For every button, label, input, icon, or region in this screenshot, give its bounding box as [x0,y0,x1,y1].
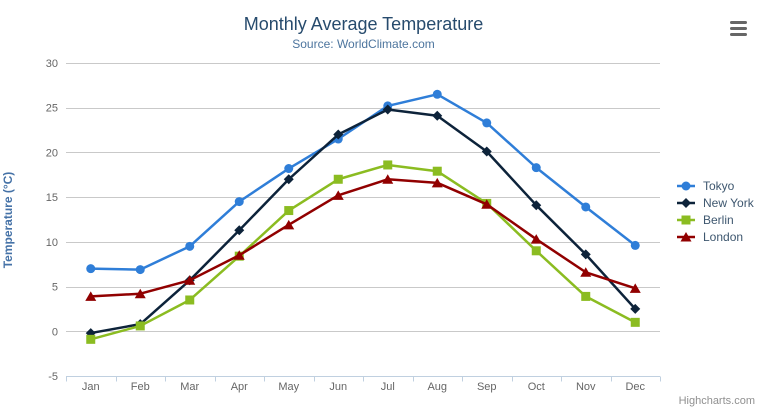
square-legend-marker-icon [677,215,695,224]
y-axis-label: 5 [52,282,58,294]
legend-label: Berlin [703,212,734,227]
data-point-new-york-jul[interactable] [382,104,393,115]
x-axis-label: Jun [329,381,347,393]
data-point-berlin-jan[interactable] [86,334,96,344]
data-point-berlin-dec[interactable] [630,317,640,327]
data-point-berlin-mar[interactable] [185,295,195,305]
y-axis-label: 30 [46,58,58,70]
series-line-berlin[interactable] [89,163,637,341]
data-point-london-jun[interactable] [332,190,344,200]
x-axis-label: Feb [131,381,150,393]
data-point-london-oct[interactable] [530,234,542,244]
data-point-berlin-nov[interactable] [581,291,591,301]
chart-title: Monthly Average Temperature [243,14,484,34]
legend-item-tokyo[interactable]: Tokyo [676,177,754,194]
data-point-london-feb[interactable] [134,288,146,299]
x-axis-label: May [278,381,299,393]
data-point-tokyo-sep[interactable] [482,118,492,128]
x-axis-label: Jul [381,381,395,393]
x-axis-label: Oct [528,381,545,393]
legend: Tokyo New York Berlin London [676,177,754,245]
highcharts-credit[interactable]: Highcharts.com [678,395,755,407]
series-line-london[interactable] [89,178,637,298]
series-london[interactable] [85,174,641,301]
context-menu-button[interactable] [730,18,754,38]
data-point-new-york-oct[interactable] [531,200,542,211]
data-point-tokyo-feb[interactable] [135,265,145,275]
data-point-london-jan[interactable] [85,291,97,301]
data-point-london-sep[interactable] [481,199,493,209]
hamburger-icon [730,20,747,24]
data-point-tokyo-apr[interactable] [234,197,244,207]
x-axis-label: Mar [180,381,199,393]
data-point-berlin-jun[interactable] [333,174,343,184]
data-point-london-may[interactable] [283,219,295,230]
circle-legend-marker-icon [677,181,695,190]
data-point-tokyo-oct[interactable] [531,163,541,173]
data-point-tokyo-may[interactable] [284,164,294,174]
chart-subtitle: Source: WorldClimate.com [292,37,435,51]
data-point-berlin-feb[interactable] [135,321,145,331]
series-line-tokyo[interactable] [89,93,637,271]
hamburger-icon [730,32,747,36]
data-point-new-york-aug[interactable] [432,110,443,121]
data-point-london-nov[interactable] [580,267,592,277]
diamond-marker-glyph [681,197,691,208]
data-point-berlin-may[interactable] [284,206,294,216]
data-point-london-aug[interactable] [431,177,443,188]
series-tokyo[interactable] [86,89,640,275]
y-axis-label: 15 [46,192,58,204]
data-point-new-york-sep[interactable] [481,146,492,157]
data-point-london-mar[interactable] [184,275,196,285]
data-point-tokyo-mar[interactable] [185,241,195,251]
data-point-new-york-may[interactable] [283,174,294,185]
legend-item-london[interactable]: London [676,228,754,245]
data-point-berlin-jul[interactable] [383,160,393,170]
data-point-london-dec[interactable] [629,283,641,293]
series-new-york[interactable] [85,104,641,339]
x-axis-label: Apr [231,381,248,393]
data-point-tokyo-aug[interactable] [432,89,442,99]
data-point-berlin-aug[interactable] [432,166,442,176]
legend-label: London [703,229,744,244]
legend-item-new-york[interactable]: New York [676,194,754,211]
data-point-tokyo-jan[interactable] [86,264,96,274]
hamburger-icon [730,26,747,30]
y-axis-label: 0 [52,326,58,338]
square-marker-glyph [681,215,691,224]
y-axis-label: 10 [46,237,58,249]
triangle-marker-glyph [680,231,692,241]
triangle-legend-marker-icon [677,231,695,241]
legend-label: Tokyo [703,178,735,193]
y-axis-title: Temperature (°C) [1,171,15,269]
legend-label: New York [703,195,754,210]
data-point-berlin-oct[interactable] [531,246,541,256]
circle-marker-glyph [681,181,691,190]
data-point-tokyo-dec[interactable] [630,240,640,250]
y-axis-label: -5 [48,371,58,383]
data-point-new-york-apr[interactable] [234,225,245,236]
y-axis-label: 25 [46,103,58,115]
x-axis-label: Aug [427,381,447,393]
x-axis-label: Jan [82,381,100,393]
data-point-london-apr[interactable] [233,250,245,260]
diamond-legend-marker-icon [677,197,695,208]
y-axis-label: 20 [46,147,58,159]
data-point-new-york-jun[interactable] [333,129,344,140]
data-point-new-york-dec[interactable] [630,303,641,314]
series-line-new-york[interactable] [89,108,637,335]
data-point-london-jul[interactable] [382,174,394,184]
legend-item-berlin[interactable]: Berlin [676,211,754,228]
x-axis-label: Sep [477,381,497,393]
x-axis-label: Nov [576,381,596,393]
data-point-new-york-nov[interactable] [580,249,591,260]
x-axis-label: Dec [625,381,645,393]
data-point-tokyo-nov[interactable] [581,202,591,212]
